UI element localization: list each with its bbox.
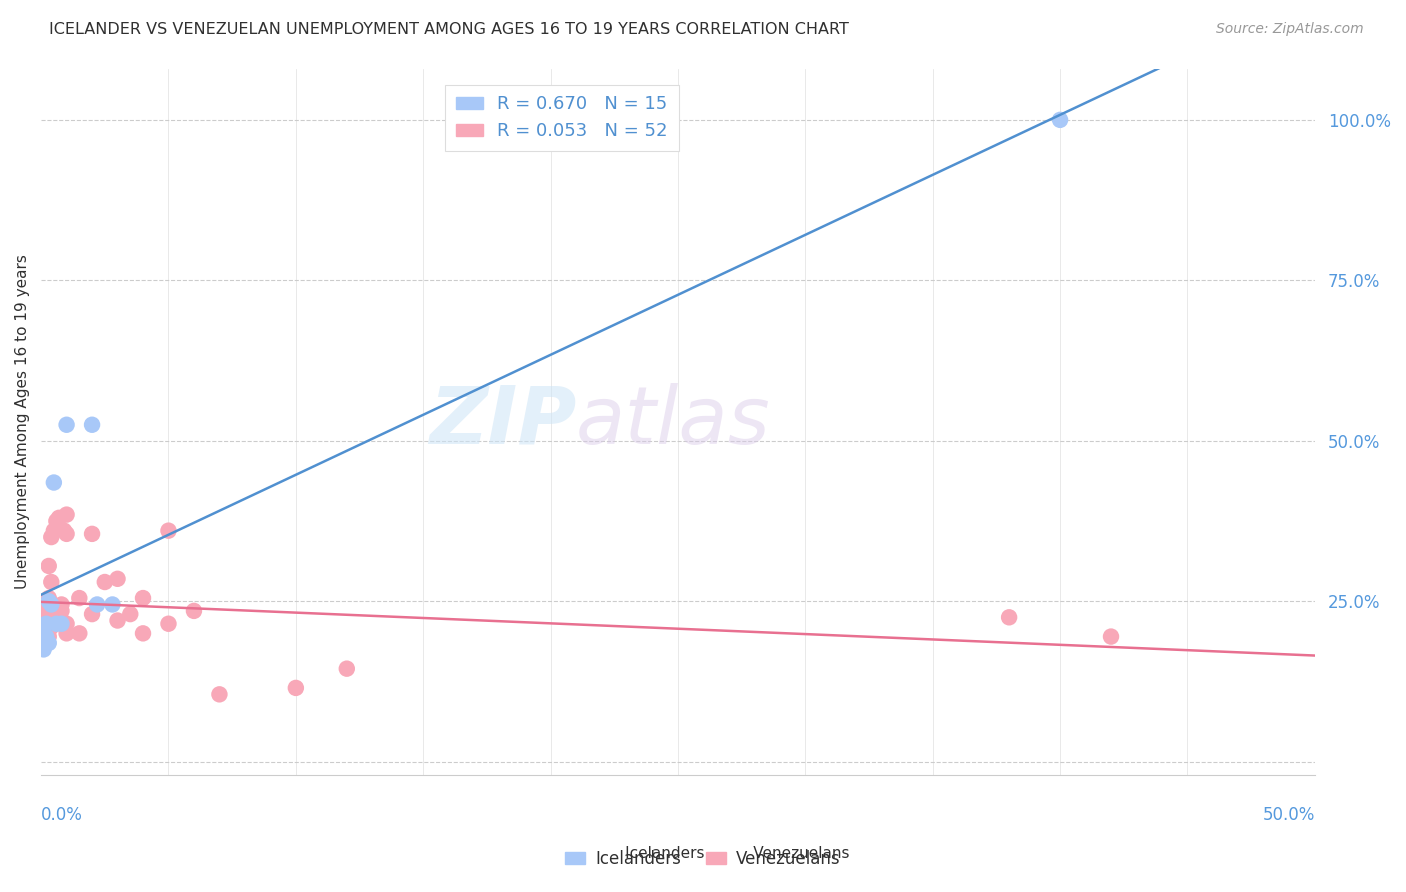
Point: [38, 630, 60, 644]
Point: [42, 616, 65, 631]
Text: ICELANDER VS VENEZUELAN UNEMPLOYMENT AMONG AGES 16 TO 19 YEARS CORRELATION CHART: ICELANDER VS VENEZUELAN UNEMPLOYMENT AMO…: [49, 22, 849, 37]
Text: Icelanders          Venezuelans: Icelanders Venezuelans: [591, 846, 849, 861]
Point: [51, 604, 73, 618]
Point: [32, 616, 55, 631]
Point: [32, 630, 55, 644]
Point: [80, 607, 103, 621]
Point: [107, 614, 129, 628]
Point: [67, 626, 90, 640]
Point: [39, 598, 62, 612]
Point: [32, 630, 55, 644]
Point: [45, 607, 67, 621]
Point: [39, 620, 62, 634]
Point: [35, 610, 58, 624]
Point: [107, 572, 129, 586]
Point: [38, 558, 60, 573]
Point: [35, 626, 58, 640]
Point: [35, 616, 58, 631]
Text: ZIP: ZIP: [429, 383, 576, 460]
Point: [35, 598, 58, 612]
Point: [1049, 112, 1071, 127]
Text: Source: ZipAtlas.com: Source: ZipAtlas.com: [1216, 22, 1364, 37]
Point: [48, 614, 70, 628]
Point: [38, 636, 60, 650]
Legend: R = 0.670   N = 15, R = 0.053   N = 52: R = 0.670 N = 15, R = 0.053 N = 52: [444, 85, 679, 152]
Point: [35, 604, 58, 618]
Point: [45, 616, 67, 631]
Point: [45, 514, 67, 528]
Point: [51, 616, 73, 631]
Point: [998, 610, 1021, 624]
Point: [1099, 630, 1122, 644]
Point: [183, 604, 205, 618]
Legend: Icelanders, Venezuelans: Icelanders, Venezuelans: [558, 844, 848, 875]
Point: [39, 530, 62, 544]
Point: [55, 417, 77, 432]
Point: [132, 626, 155, 640]
Point: [48, 511, 70, 525]
Point: [38, 623, 60, 637]
Point: [94, 574, 117, 589]
Text: 0.0%: 0.0%: [41, 806, 83, 824]
Point: [32, 642, 55, 657]
Point: [42, 475, 65, 490]
Point: [35, 616, 58, 631]
Point: [55, 527, 77, 541]
Point: [32, 630, 55, 644]
Point: [80, 417, 103, 432]
Point: [42, 524, 65, 538]
Point: [35, 630, 58, 644]
Point: [55, 616, 77, 631]
Point: [32, 636, 55, 650]
Point: [38, 591, 60, 605]
Point: [51, 598, 73, 612]
Point: [86, 598, 108, 612]
Point: [39, 614, 62, 628]
Point: [32, 614, 55, 628]
Point: [101, 598, 124, 612]
Point: [39, 574, 62, 589]
Point: [32, 623, 55, 637]
Point: [80, 527, 103, 541]
Point: [55, 626, 77, 640]
Point: [208, 687, 231, 701]
Text: atlas: atlas: [576, 383, 770, 460]
Point: [120, 607, 142, 621]
Point: [336, 662, 359, 676]
Point: [53, 524, 76, 538]
Y-axis label: Unemployment Among Ages 16 to 19 years: Unemployment Among Ages 16 to 19 years: [15, 254, 30, 589]
Point: [38, 616, 60, 631]
Text: 50.0%: 50.0%: [1263, 806, 1315, 824]
Point: [132, 591, 155, 605]
Point: [38, 594, 60, 608]
Point: [55, 508, 77, 522]
Point: [67, 591, 90, 605]
Point: [284, 681, 307, 695]
Point: [157, 616, 180, 631]
Point: [38, 614, 60, 628]
Point: [157, 524, 180, 538]
